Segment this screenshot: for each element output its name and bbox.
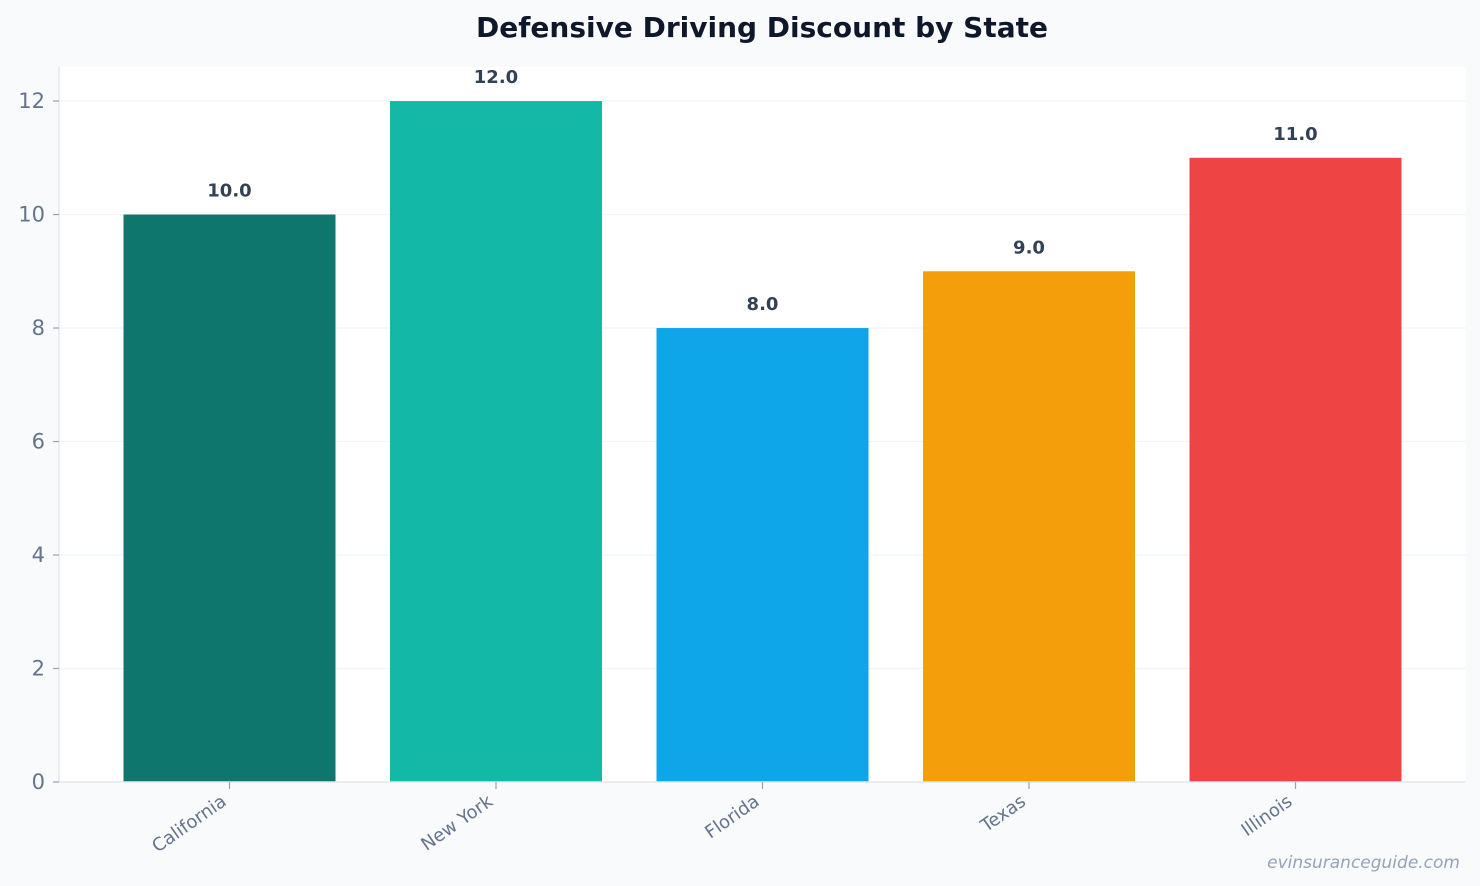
y-tick-label: 6 xyxy=(32,430,45,454)
bar-california xyxy=(123,214,336,783)
chart-title: Defensive Driving Discount by State xyxy=(476,11,1048,44)
bar-value-label: 9.0 xyxy=(1013,237,1045,258)
x-tick-label: Illinois xyxy=(1238,791,1297,841)
y-tick-label: 2 xyxy=(32,657,45,681)
x-tick-label: Texas xyxy=(976,791,1030,837)
x-tick-label: California xyxy=(148,791,230,857)
bar-value-label: 11.0 xyxy=(1273,124,1317,145)
bars xyxy=(123,101,1402,783)
bar-illinois xyxy=(1189,157,1402,783)
x-tick-label: Florida xyxy=(701,791,763,843)
y-tick-label: 0 xyxy=(32,770,45,794)
bar-florida xyxy=(656,328,869,782)
bar-value-label: 12.0 xyxy=(474,67,518,88)
y-tick-label: 12 xyxy=(18,89,45,113)
bar-texas xyxy=(923,271,1135,782)
y-tick-label: 8 xyxy=(32,316,45,340)
bar-value-label: 10.0 xyxy=(207,181,251,202)
y-tick-label: 4 xyxy=(32,543,45,567)
watermark-text: evinsuranceguide.com xyxy=(1267,853,1460,873)
y-tick-label: 10 xyxy=(18,203,45,227)
axes xyxy=(53,67,1466,789)
x-tick-label: New York xyxy=(417,791,497,856)
bar-value-label: 8.0 xyxy=(747,294,779,315)
bar-new-york xyxy=(390,101,602,783)
